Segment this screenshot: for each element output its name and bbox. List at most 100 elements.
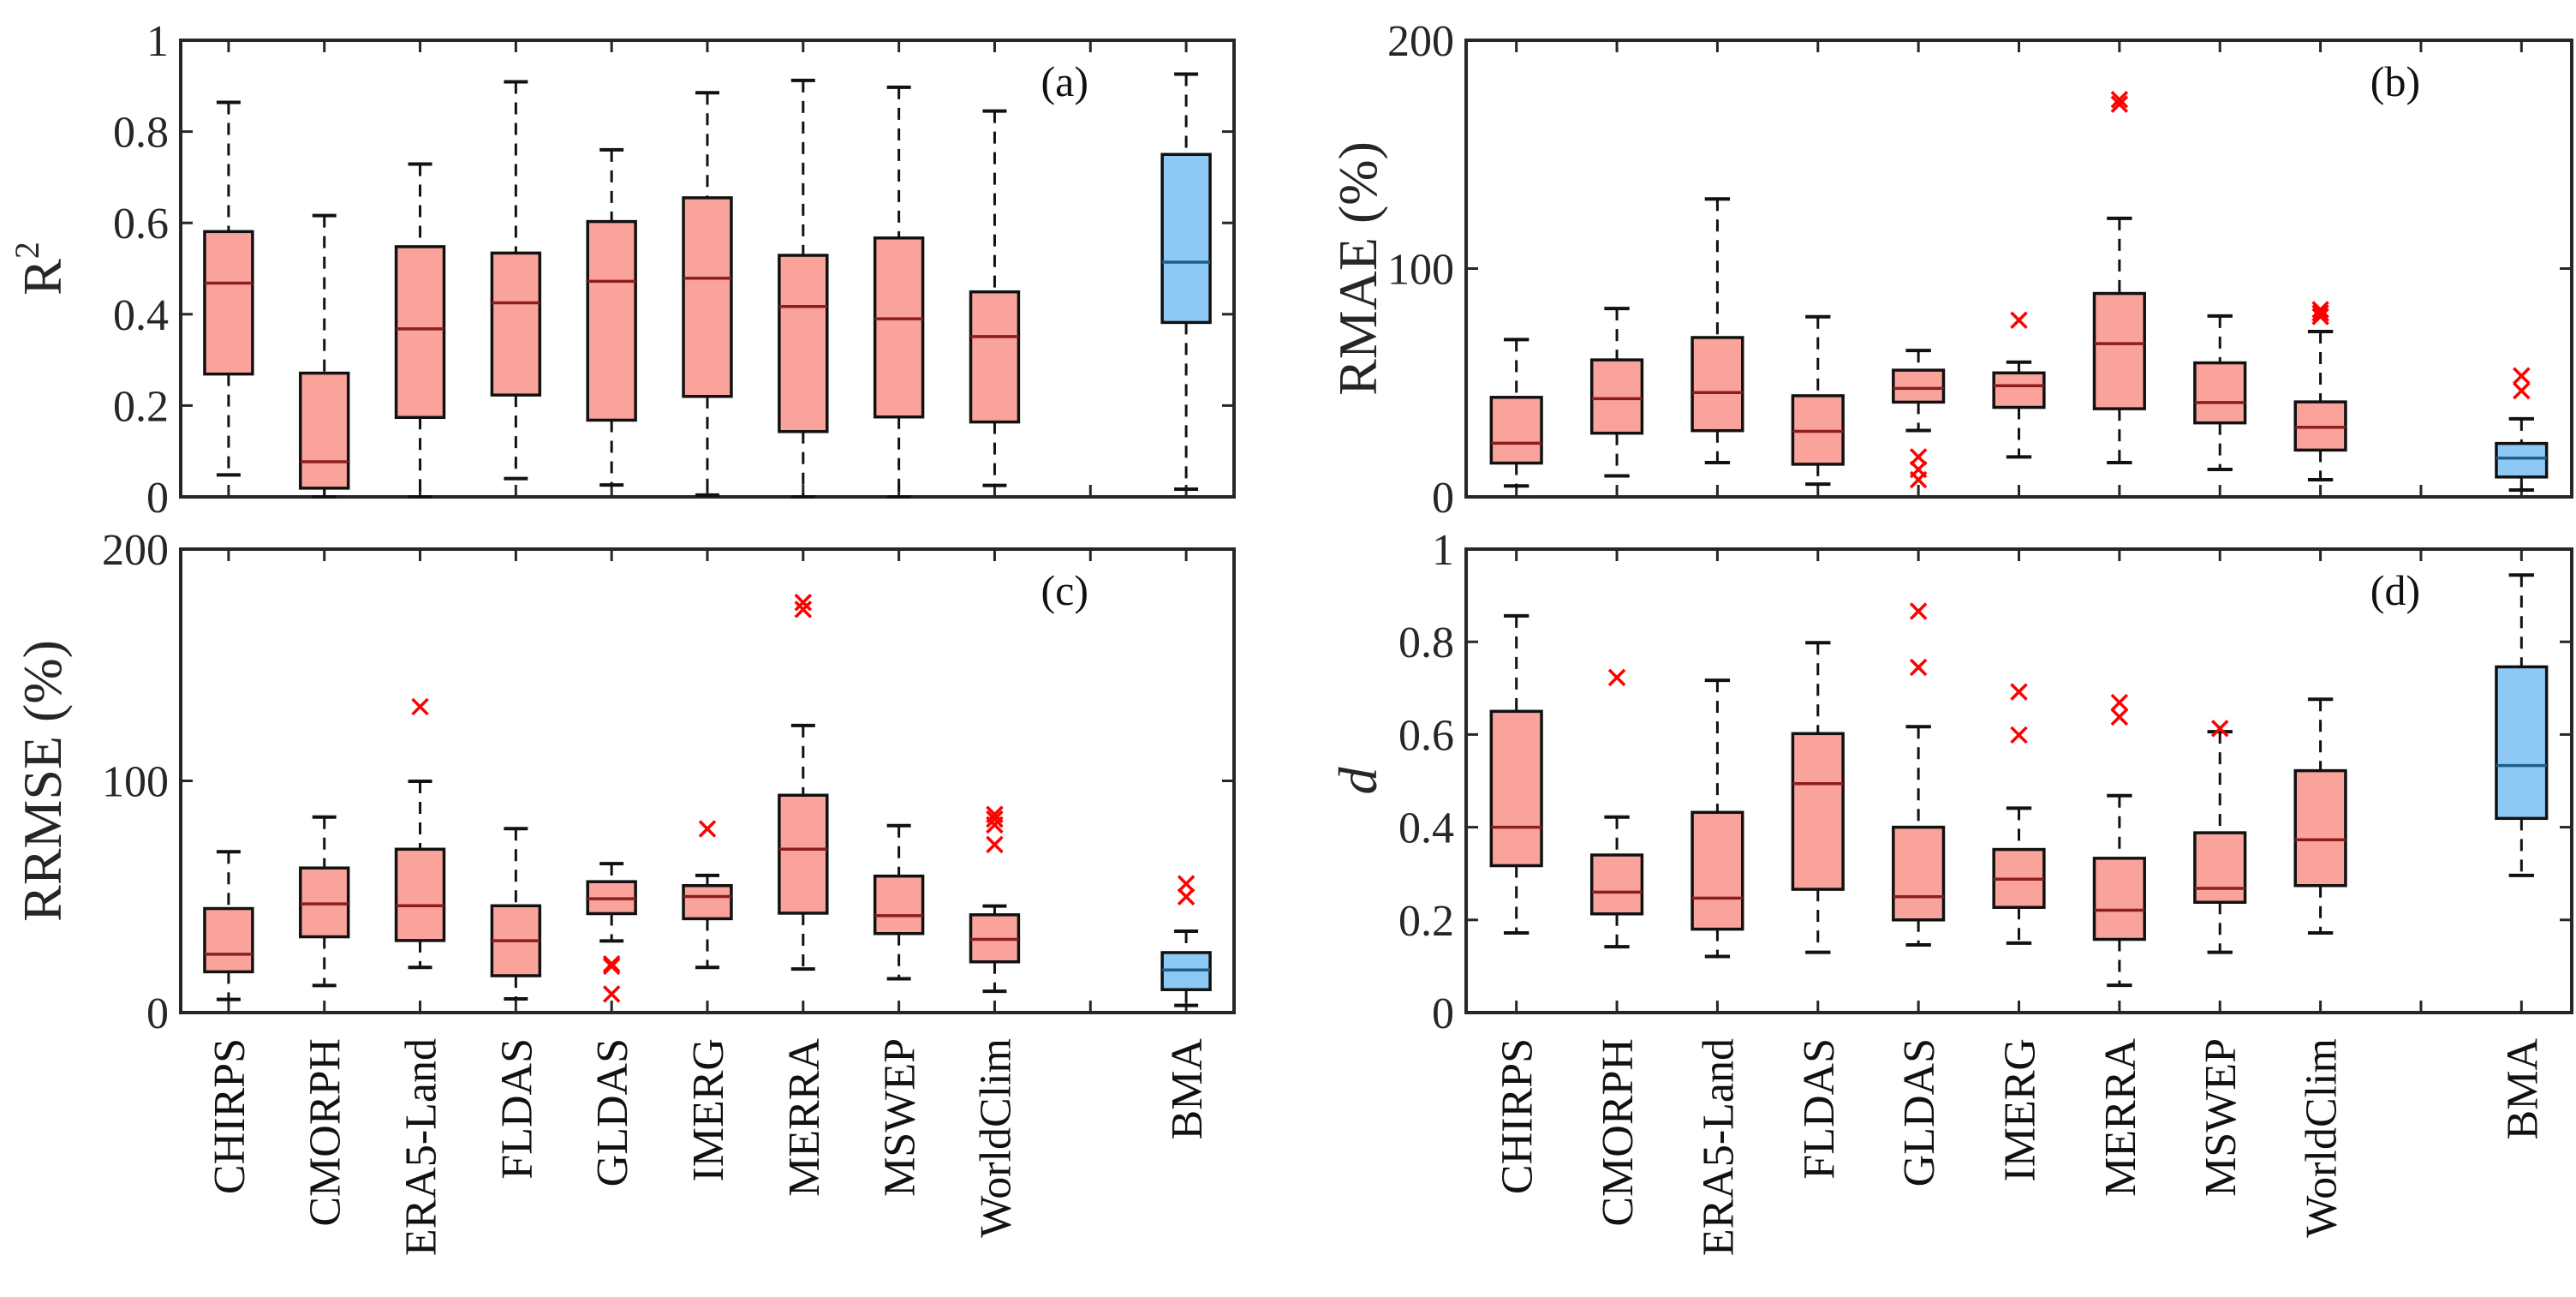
y-tick-label: 0.8 <box>113 109 169 158</box>
x-category-label: MERRA <box>780 1038 829 1197</box>
box-era5-land <box>394 697 446 970</box>
x-category-label: MERRA <box>2096 1038 2145 1197</box>
y-tick-label: 0.6 <box>113 200 169 248</box>
y-tick-label: 200 <box>1387 17 1454 66</box>
iqr-box <box>969 290 1021 424</box>
outlier-stroke <box>2010 311 2028 329</box>
x-category-label: MSWEP <box>876 1038 925 1197</box>
outlier-marker <box>2010 311 2028 329</box>
y-axis-label: R2 <box>8 242 73 296</box>
outlier-stroke <box>2110 91 2129 109</box>
y-tick-label: 0 <box>146 989 169 1038</box>
outlier-stroke <box>2110 708 2129 726</box>
outlier-marker <box>2010 726 2028 744</box>
outlier-marker <box>1177 888 1196 906</box>
box-mswep <box>873 823 925 981</box>
box-bma <box>1160 875 1212 1007</box>
x-category-label: BMA <box>1163 1038 1212 1140</box>
box-cmorph <box>299 815 350 988</box>
y-tick-label: 100 <box>1387 246 1454 295</box>
x-category-label: IMERG <box>684 1038 733 1182</box>
outlier-marker <box>2110 693 2129 712</box>
iqr-box <box>394 847 446 942</box>
box-era5-land <box>1690 678 1744 959</box>
box-fldas <box>1791 641 1845 954</box>
iqr-box <box>1160 152 1212 325</box>
box-bma <box>1160 72 1212 491</box>
outlier-stroke <box>2210 720 2229 738</box>
iqr-box <box>299 866 350 939</box>
panel-tag: (c) <box>1041 566 1089 614</box>
outlier-stroke <box>602 954 621 973</box>
outlier-marker <box>986 810 1004 828</box>
outlier-stroke <box>2311 304 2329 322</box>
box-gldas <box>586 862 637 1003</box>
iqr-box <box>1489 396 1543 465</box>
box-imerg <box>682 820 733 970</box>
outlier-stroke <box>986 810 1004 828</box>
box-chirps <box>203 100 254 477</box>
y-axis-label-superscript: 2 <box>8 242 46 259</box>
outlier-marker <box>2110 95 2129 113</box>
box-cmorph <box>1589 307 1644 478</box>
y-tick-label: 0.4 <box>113 291 169 340</box>
iqr-box <box>2495 665 2549 821</box>
iqr-box <box>2092 291 2146 410</box>
outlier-stroke <box>1909 602 1928 620</box>
outlier-stroke <box>1909 658 1928 677</box>
panel-tag: (b) <box>2370 57 2420 105</box>
x-category-label: GLDAS <box>1895 1038 1944 1186</box>
panel-tag: (d) <box>2370 566 2420 614</box>
box-chirps <box>1489 338 1543 488</box>
outlier-stroke <box>1177 888 1196 906</box>
box-fldas <box>1791 314 1845 487</box>
y-tick-label: 1 <box>1432 526 1454 575</box>
box-mswep <box>2193 314 2247 472</box>
box-gldas <box>1892 602 1946 947</box>
outlier-marker <box>602 985 621 1003</box>
box-cmorph <box>1589 668 1644 949</box>
box-era5-land <box>1690 197 1744 465</box>
box-fldas <box>490 80 542 481</box>
outlier-stroke <box>794 601 813 619</box>
x-category-label: ERA5-Land <box>397 1038 446 1256</box>
x-category-label: CMORPH <box>1594 1038 1643 1227</box>
box-mswep <box>2193 720 2247 954</box>
box-mswep <box>873 85 925 499</box>
iqr-box <box>490 251 542 397</box>
outlier-stroke <box>986 835 1004 854</box>
iqr-box <box>394 245 446 420</box>
x-category-label: FLDAS <box>1795 1038 1844 1180</box>
box-chirps <box>203 850 254 1001</box>
y-tick-label: 0.6 <box>1398 711 1454 760</box>
y-tick-label: 0.8 <box>1398 619 1454 667</box>
box-merra <box>2092 693 2146 988</box>
box-worldclim <box>2293 301 2347 482</box>
iqr-box <box>2495 441 2549 479</box>
iqr-box <box>2092 857 2146 941</box>
box-chirps <box>1489 613 1543 935</box>
outlier-marker <box>1909 470 1928 489</box>
outlier-stroke <box>2010 726 2028 744</box>
y-axis-label: d <box>1327 767 1388 795</box>
iqr-box <box>1690 810 1744 931</box>
outlier-stroke <box>2311 301 2329 319</box>
outlier-marker <box>1909 602 1928 620</box>
iqr-box <box>2193 361 2247 425</box>
outlier-marker <box>2010 683 2028 701</box>
y-axis-label-text: RRMSE (%) <box>12 640 73 922</box>
outlier-marker <box>698 820 717 838</box>
y-axis-label-text: RMAE (%) <box>1327 141 1388 396</box>
y-tick-label: 100 <box>102 758 169 807</box>
box-merra <box>778 78 829 499</box>
x-category-label: CMORPH <box>301 1038 350 1227</box>
y-axis-label: RRMSE (%) <box>12 640 73 922</box>
iqr-box <box>1992 371 2046 409</box>
box-merra <box>2092 91 2146 465</box>
box-worldclim <box>2293 697 2347 935</box>
outlier-marker <box>602 954 621 973</box>
outlier-stroke <box>2513 367 2531 385</box>
iqr-box <box>1892 825 1946 922</box>
panel-b: 0 100 200 RMAE (%) (b) <box>1327 17 2573 523</box>
